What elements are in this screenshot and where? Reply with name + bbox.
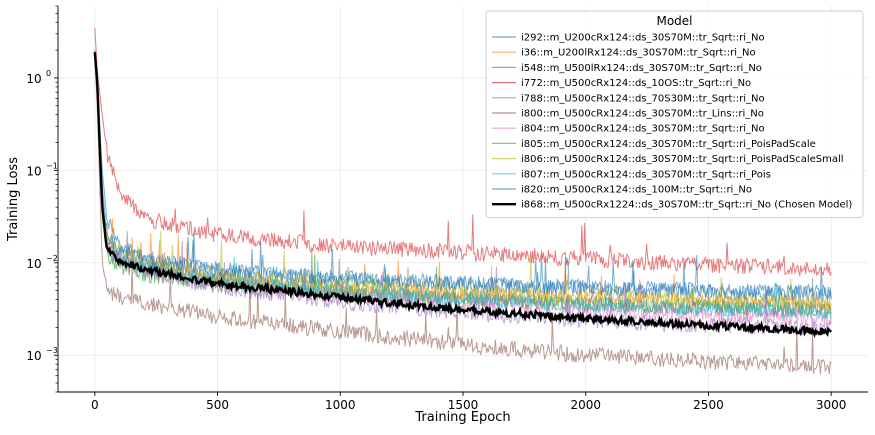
y-tick-label: 10: [26, 257, 41, 271]
legend-entry-label: i804::m_U500cRx124::ds_30S70M::tr_Sqrt::…: [521, 124, 765, 135]
series-line: [94, 52, 832, 302]
y-axis-label: Training Loss: [6, 157, 21, 242]
x-tick-label: 1500: [448, 398, 479, 412]
legend-entry-label: i292::m_U200cRx124::ds_30S70M::tr_Sqrt::…: [521, 33, 765, 44]
x-tick-label: 3000: [816, 398, 847, 412]
legend-entry-label: i868::m_U500cRx1224::ds_30S70M::tr_Sqrt:…: [521, 200, 852, 211]
legend: Model i292::m_U200cRx124::ds_30S70M::tr_…: [485, 10, 864, 218]
series-line: [94, 50, 832, 304]
series-line: [93, 52, 833, 339]
legend-entry-label: i36::m_U200lRx124::ds_30S70M::tr_Sqrt::r…: [521, 48, 756, 59]
legend-entry-label: i805::m_U500cRx124::ds_30S70M::tr_Sqrt::…: [521, 139, 816, 150]
y-tick-exponent: −2: [46, 254, 58, 263]
y-tick-exponent: −1: [46, 161, 58, 170]
series-layer: [93, 27, 833, 375]
legend-items: i292::m_U200cRx124::ds_30S70M::tr_Sqrt::…: [492, 33, 852, 211]
legend-title: Model: [656, 14, 692, 28]
x-tick-label: 2000: [570, 398, 601, 412]
y-tick-label: 10: [26, 72, 41, 86]
y-tick-label: 10: [26, 349, 41, 363]
y-tick-exponent: −3: [46, 346, 58, 355]
legend-entry-label: i806::m_U500cRx124::ds_30S70M::tr_Sqrt::…: [521, 154, 844, 165]
ticks: 0 500 1000 1500 2000 2500 3000 10 −3 10 −2 10 −1 10 0: [26, 5, 847, 412]
y-tick-label: 10: [26, 164, 41, 178]
x-tick-label: 0: [91, 398, 99, 412]
y-tick-exponent: 0: [46, 69, 51, 78]
legend-entry-label: i820::m_U500cRx124::ds_100M::tr_Sqrt::ri…: [521, 185, 752, 196]
legend-entry-label: i800::m_U500cRx124::ds_30S70M::tr_Lins::…: [521, 109, 764, 120]
x-tick-label: 1000: [325, 398, 356, 412]
legend-entry-label: i788::m_U500cRx124::ds_70S30M::tr_Sqrt::…: [521, 93, 765, 104]
x-tick-label: 500: [206, 398, 229, 412]
legend-box: [485, 10, 864, 218]
legend-entry-label: i548::m_U500lRx124::ds_30S70M::tr_Sqrt::…: [521, 63, 762, 74]
legend-entry-label: i772::m_U500cRx124::ds_10OS::tr_Sqrt::ri…: [521, 78, 751, 89]
x-axis-label: Training Epoch: [414, 410, 510, 425]
series-line: [94, 61, 832, 375]
x-tick-label: 2500: [693, 398, 724, 412]
legend-entry-label: i807::m_U500cRx124::ds_30S70M::tr_Sqrt::…: [521, 169, 771, 180]
series-line: [94, 27, 832, 277]
